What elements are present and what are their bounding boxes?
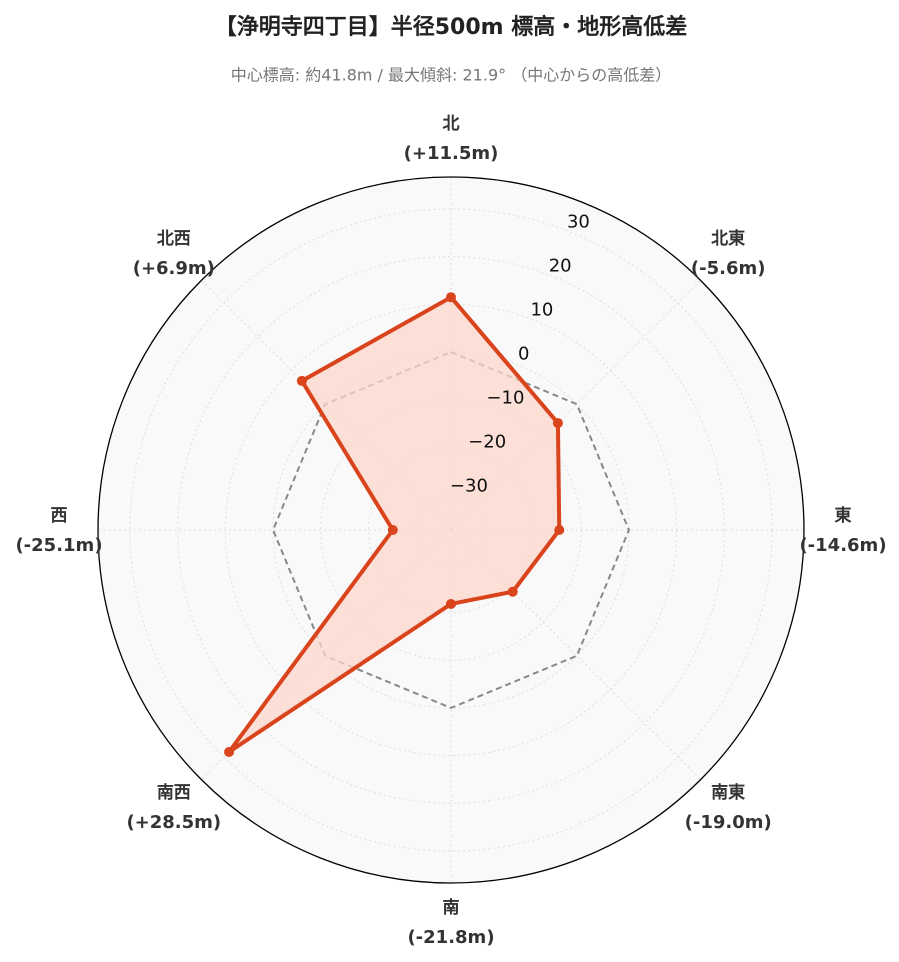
- value-label: (+28.5m): [126, 812, 221, 833]
- r-tick-label: 0: [518, 344, 529, 365]
- r-tick-label: −10: [486, 388, 524, 409]
- category-label: 北西: [157, 229, 191, 249]
- data-point: [507, 586, 518, 597]
- value-label: (+11.5m): [404, 143, 499, 164]
- reference-line: [271, 350, 631, 710]
- category-label: 南: [443, 897, 460, 918]
- data-point: [552, 418, 563, 429]
- r-tick-label: 20: [549, 255, 572, 276]
- r-tick-label: −30: [450, 476, 488, 497]
- category-label: 南西: [157, 782, 191, 803]
- r-tick-label: −20: [468, 432, 506, 453]
- data-point: [446, 292, 456, 303]
- value-label: (-25.1m): [15, 535, 102, 556]
- data-point: [296, 375, 307, 386]
- grid-spoke: [450, 529, 701, 780]
- category-label: 西: [51, 506, 68, 526]
- category-label: 南東: [711, 782, 745, 803]
- value-label: (-21.8m): [407, 927, 494, 948]
- grid-circle: [177, 256, 725, 804]
- value-label: (-14.6m): [799, 535, 886, 556]
- value-label: (-5.6m): [691, 258, 766, 279]
- data-point: [387, 525, 398, 535]
- category-label: 北: [443, 114, 460, 134]
- data-point: [554, 525, 565, 535]
- chart-title: 【浄明寺四丁目】半径500m 標高・地形高低差: [215, 14, 688, 40]
- r-tick-label: 30: [567, 211, 590, 232]
- category-label: 北東: [711, 228, 745, 249]
- category-label: 東: [835, 505, 852, 526]
- grid-spoke: [450, 280, 701, 531]
- data-point: [446, 598, 456, 609]
- plot-border: [97, 176, 805, 884]
- value-label: (-19.0m): [685, 812, 772, 833]
- value-label: (+6.9m): [133, 258, 215, 279]
- chart-subtitle: 中心標高: 約41.8m / 最大傾斜: 21.9° （中心からの高低差）: [231, 66, 671, 85]
- data-point: [224, 746, 235, 757]
- r-tick-label: 10: [530, 299, 553, 320]
